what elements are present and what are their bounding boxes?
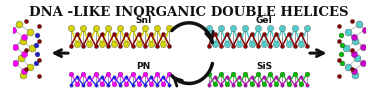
Text: SiS: SiS: [256, 62, 273, 71]
Text: DNA -LIKE INORGANIC DOUBLE HELICES: DNA -LIKE INORGANIC DOUBLE HELICES: [29, 6, 349, 19]
Text: SnI: SnI: [135, 16, 152, 25]
Text: PN: PN: [136, 62, 150, 71]
Text: GeI: GeI: [256, 16, 273, 25]
